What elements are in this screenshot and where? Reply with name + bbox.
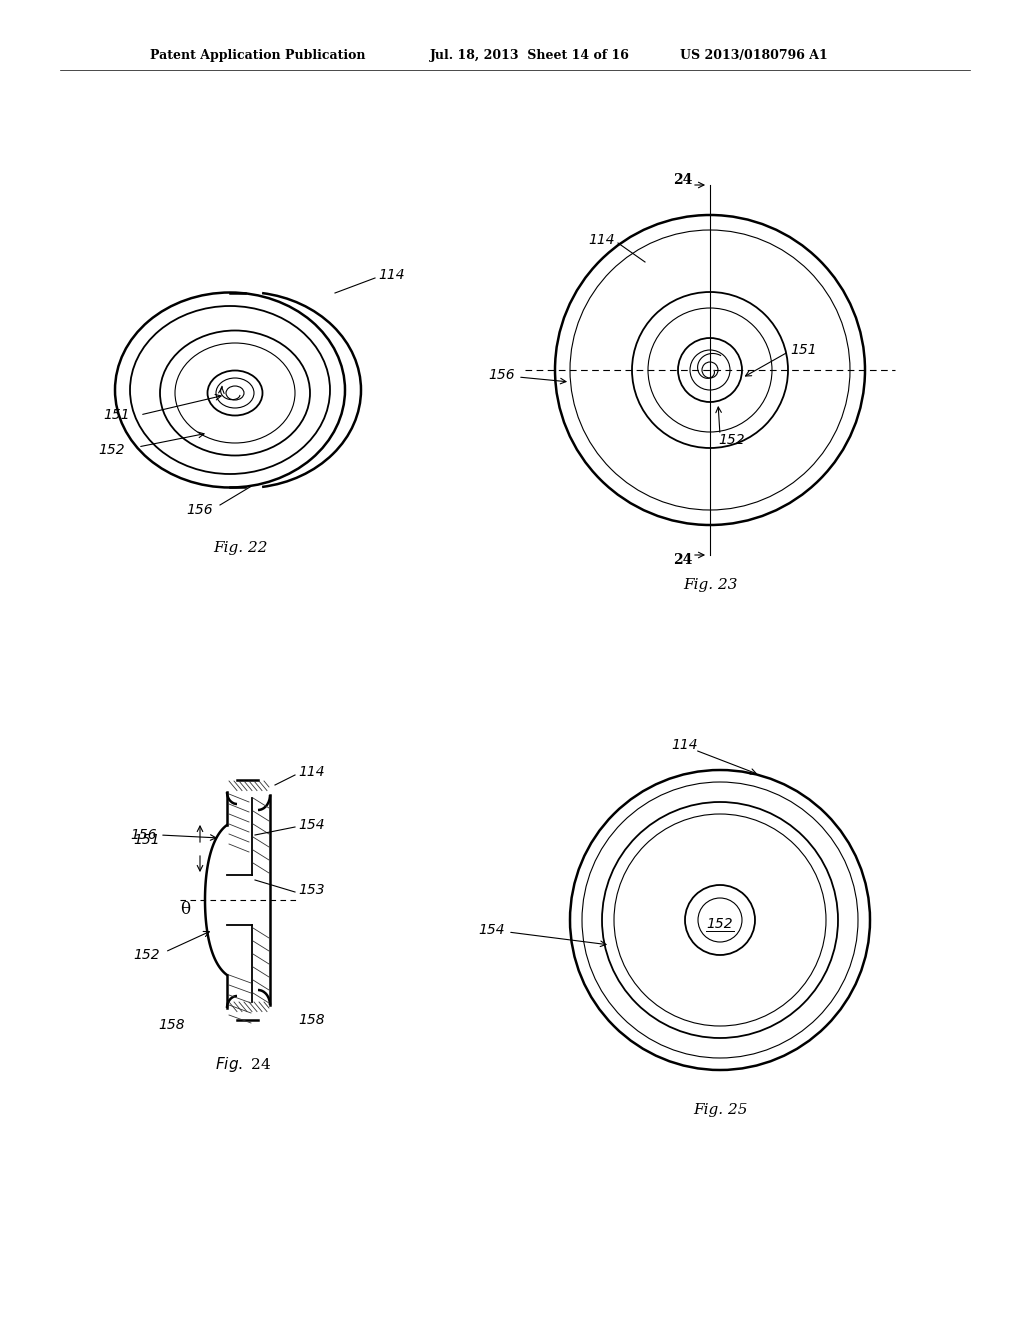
Text: θ: θ (180, 902, 190, 919)
Text: 156: 156 (186, 503, 213, 517)
Text: 24: 24 (673, 173, 692, 187)
Text: Patent Application Publication: Patent Application Publication (150, 49, 366, 62)
Text: 152: 152 (98, 444, 125, 457)
Text: 114: 114 (589, 234, 615, 247)
Text: 158: 158 (298, 1012, 325, 1027)
Text: 151: 151 (790, 343, 816, 356)
Text: Fig. 25: Fig. 25 (693, 1104, 748, 1117)
Text: 152: 152 (718, 433, 744, 447)
Text: 156: 156 (488, 368, 515, 381)
Text: 152: 152 (707, 917, 733, 931)
Text: Jul. 18, 2013  Sheet 14 of 16: Jul. 18, 2013 Sheet 14 of 16 (430, 49, 630, 62)
Text: 158: 158 (159, 1018, 185, 1032)
Text: US 2013/0180796 A1: US 2013/0180796 A1 (680, 49, 827, 62)
Text: Fig. 23: Fig. 23 (683, 578, 737, 591)
Text: 151: 151 (103, 408, 130, 422)
Text: Fig. 22: Fig. 22 (213, 541, 267, 554)
Text: 114: 114 (298, 766, 325, 779)
Text: 24: 24 (673, 553, 692, 568)
Text: 156: 156 (130, 828, 157, 842)
Text: 114: 114 (672, 738, 698, 752)
Text: 154: 154 (478, 923, 505, 937)
Text: 114: 114 (378, 268, 404, 282)
Text: $\mathit{Fig.}$ 24: $\mathit{Fig.}$ 24 (215, 1056, 271, 1074)
Text: 154: 154 (298, 818, 325, 832)
Text: 151: 151 (133, 833, 160, 847)
Text: 153: 153 (298, 883, 325, 898)
Text: 152: 152 (133, 948, 160, 962)
